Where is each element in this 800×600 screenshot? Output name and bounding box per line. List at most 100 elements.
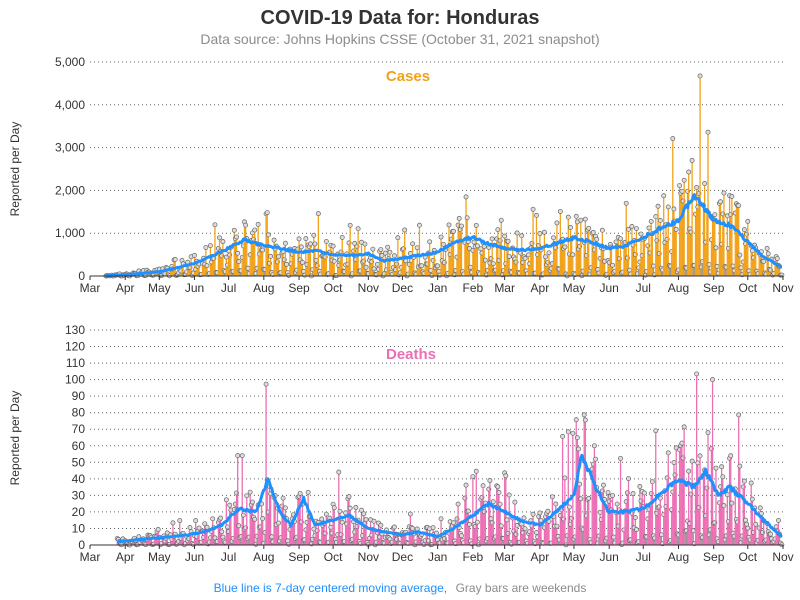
deaths-daily-point	[681, 424, 687, 430]
cases-daily-point	[395, 235, 401, 241]
deaths-daily-point	[577, 481, 583, 487]
deaths-daily-point	[503, 473, 509, 479]
deaths-daily-point	[407, 511, 413, 517]
deaths-daily-point	[581, 412, 587, 418]
cases-daily-point	[440, 241, 446, 247]
footer-note: Blue line is 7-day centered moving avera…	[214, 579, 587, 596]
cases-daily-point	[694, 184, 700, 190]
cases-daily-point	[474, 243, 480, 249]
cases-daily-point	[387, 249, 393, 255]
cases-daily-point	[303, 236, 309, 242]
cases-daily-point	[204, 263, 210, 269]
deaths-daily-point	[280, 495, 286, 501]
cases-daily-point	[613, 239, 619, 245]
deaths-daily-point	[337, 508, 343, 514]
cases-daily-point	[730, 263, 736, 269]
cases-daily-point	[679, 188, 685, 194]
deaths-x-tick-label: Apr	[531, 550, 550, 564]
deaths-daily-point	[244, 493, 250, 499]
cases-daily-point	[737, 252, 743, 258]
cases-daily-point	[626, 226, 631, 232]
deaths-daily-point	[387, 536, 393, 542]
deaths-daily-point	[671, 460, 677, 465]
deaths-daily-point	[363, 517, 369, 522]
deaths-daily-point	[305, 489, 311, 495]
deaths-daily-point	[695, 460, 701, 466]
cases-x-tick-label: Sep	[703, 281, 725, 295]
cases-daily-point	[371, 266, 377, 272]
deaths-y-tick-label: 100	[65, 373, 85, 387]
deaths-daily-point	[689, 458, 695, 464]
cases-daily-point	[638, 231, 644, 237]
cases-daily-point	[234, 234, 240, 240]
deaths-daily-point	[361, 511, 367, 517]
cases-daily-point	[427, 239, 433, 245]
deaths-daily-point	[347, 505, 353, 511]
deaths-daily-point	[498, 523, 504, 529]
deaths-daily-point	[155, 527, 161, 532]
cases-daily-point	[378, 247, 384, 252]
deaths-daily-point	[614, 501, 620, 507]
cases-daily-point	[282, 240, 288, 246]
deaths-daily-point	[721, 503, 727, 509]
cases-daily-point	[505, 238, 511, 244]
cases-daily-point	[284, 261, 289, 267]
deaths-y-tick-label: 130	[65, 323, 85, 337]
cases-daily-point	[599, 227, 605, 233]
deaths-daily-point	[336, 469, 342, 475]
deaths-y-tick-label: 80	[72, 406, 86, 420]
deaths-x-tick-label: Sep	[703, 550, 725, 564]
cases-daily-point	[459, 223, 464, 229]
deaths-daily-point	[545, 508, 551, 514]
deaths-daily-point	[741, 478, 747, 484]
deaths-daily-point	[451, 520, 456, 526]
deaths-daily-point	[223, 497, 229, 503]
deaths-daily-point	[566, 504, 572, 510]
deaths-daily-point	[521, 515, 527, 521]
deaths-daily-point	[236, 523, 242, 529]
deaths-daily-point	[466, 521, 472, 527]
deaths-daily-point	[697, 453, 703, 459]
deaths-daily-point	[522, 526, 528, 532]
deaths-daily-point	[633, 527, 639, 533]
cases-daily-point	[436, 268, 442, 274]
cases-x-tick-label: Dec	[392, 281, 413, 295]
cases-daily-point	[519, 233, 525, 239]
deaths-y-tick-label: 40	[72, 472, 86, 486]
deaths-daily-point	[686, 468, 692, 474]
deaths-daily-point	[177, 518, 183, 523]
cases-y-axis-label: Reported per Day	[8, 122, 22, 217]
cases-daily-point	[313, 257, 319, 263]
deaths-daily-point	[560, 433, 566, 439]
deaths-daily-point	[504, 517, 510, 523]
cases-daily-point	[534, 212, 539, 218]
cases-daily-point	[220, 239, 226, 245]
deaths-daily-point	[240, 512, 246, 518]
deaths-daily-point	[530, 511, 536, 517]
deaths-y-tick-label: 10	[72, 521, 86, 535]
cases-axes: 0 1,000 2,000 3,000 4,000 5,000 Mar Apr May Jun Ju…	[55, 55, 794, 295]
cases-daily-point	[330, 243, 336, 249]
cases-daily-point	[629, 224, 635, 229]
deaths-daily-point	[748, 480, 754, 486]
cases-daily-point	[582, 216, 588, 222]
cases-y-tick-label: 2,000	[55, 183, 85, 197]
deaths-daily-point	[736, 412, 742, 418]
deaths-daily-point	[339, 519, 345, 525]
cases-daily-point	[276, 254, 282, 260]
cases-daily-point	[618, 236, 623, 242]
deaths-daily-point	[465, 508, 471, 514]
cases-daily-point	[653, 214, 659, 220]
cases-daily-point	[402, 227, 408, 233]
deaths-daily-point	[749, 496, 755, 502]
deaths-daily-point	[745, 525, 751, 531]
deaths-daily-point	[235, 453, 241, 459]
deaths-daily-point	[591, 443, 597, 449]
deaths-x-tick-label: Jan	[428, 550, 447, 564]
cases-daily-point	[646, 225, 652, 231]
deaths-moving-average	[116, 453, 783, 544]
cases-daily-point	[463, 194, 469, 200]
cases-x-tick-label: May	[148, 281, 171, 295]
cases-daily-point	[362, 241, 368, 247]
cases-daily-point	[677, 183, 683, 189]
